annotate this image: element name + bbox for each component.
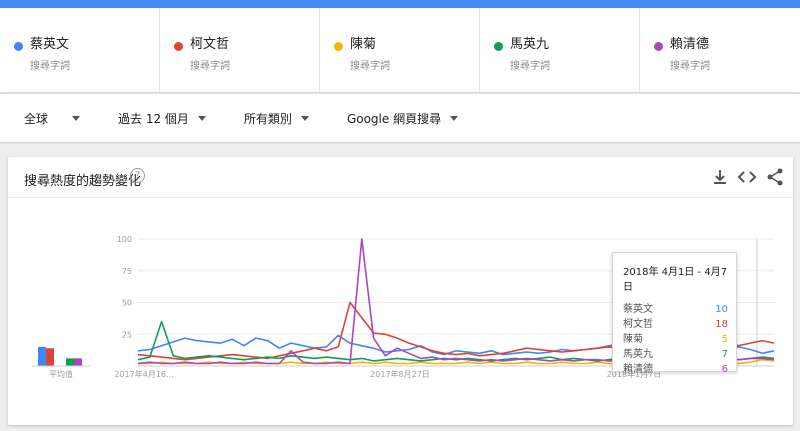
tooltip-term: 賴清德	[623, 364, 653, 375]
term-card-3[interactable]: 陳菊 搜尋字詞	[320, 8, 480, 92]
term-card-5[interactable]: 賴清德 搜尋字詞	[640, 8, 800, 92]
tooltip-term: 陳菊	[623, 334, 643, 345]
term-name: 賴清德	[670, 37, 710, 52]
average-bar	[66, 358, 74, 366]
x-tick-label: 2017年4月16...	[114, 369, 173, 379]
tooltip-value: 10	[715, 304, 728, 315]
time-range-dropdown[interactable]: 過去 12 個月	[118, 110, 206, 127]
chevron-down-icon	[72, 115, 81, 121]
interest-over-time-card: 搜尋熱度的趨勢變化 ? 平均值 2017年4月16... 2017年8月27日 20…	[8, 157, 793, 425]
term-color-dot	[654, 42, 663, 51]
region-dropdown[interactable]: 全球	[24, 110, 81, 127]
tooltip-term: 馬英九	[623, 349, 653, 360]
tooltip-value: 5	[721, 334, 728, 345]
tooltip-row: 柯文哲 18	[623, 317, 728, 332]
term-type: 搜尋字詞	[670, 61, 710, 72]
search-type-label: Google 網頁搜尋	[346, 111, 442, 126]
term-color-dot	[334, 42, 343, 51]
average-bar	[38, 346, 46, 366]
category-dropdown[interactable]: 所有類別	[244, 110, 309, 127]
search-type-dropdown[interactable]: Google 網頁搜尋	[346, 110, 459, 127]
download-icon[interactable]	[710, 167, 730, 187]
term-name: 陳菊	[350, 37, 377, 52]
average-bar	[46, 348, 54, 366]
search-terms-bar: 蔡英文 搜尋字詞 柯文哲 搜尋字詞 陳菊 搜尋字詞 馬英九 搜尋字詞 賴清德 搜…	[0, 8, 800, 92]
x-tick-label: 2017年8月27日	[370, 369, 430, 379]
y-tick-label: 75	[122, 267, 132, 276]
x-tick-label: 2018年1月7日	[607, 369, 662, 379]
tooltip-row: 蔡英文 10	[623, 302, 728, 317]
chart-tooltip: 2018年 4月1日 - 4月7日 蔡英文 10 柯文哲 18 陳菊 5 馬英九…	[612, 252, 737, 375]
term-type: 搜尋字詞	[350, 61, 390, 72]
tooltip-date: 2018年 4月1日 - 4月7日	[623, 267, 728, 293]
term-color-dot	[494, 42, 503, 51]
tooltip-value: 6	[721, 364, 728, 375]
term-color-dot	[174, 42, 183, 51]
category-label: 所有類別	[243, 111, 292, 126]
y-tick-label: 25	[122, 330, 132, 339]
term-card-2[interactable]: 柯文哲 搜尋字詞	[160, 8, 320, 92]
tooltip-term: 蔡英文	[623, 304, 653, 315]
card-title: 搜尋熱度的趨勢變化	[24, 174, 142, 189]
filters-bar: 全球 過去 12 個月 所有類別 Google 網頁搜尋	[0, 93, 800, 142]
share-icon[interactable]	[765, 167, 785, 187]
term-name: 馬英九	[510, 37, 550, 52]
term-name: 蔡英文	[30, 37, 70, 52]
term-card-4[interactable]: 馬英九 搜尋字詞	[480, 8, 640, 92]
term-type: 搜尋字詞	[190, 61, 230, 72]
term-card-1[interactable]: 蔡英文 搜尋字詞	[0, 8, 160, 92]
time-range-label: 過去 12 個月	[118, 111, 189, 126]
average-label: 平均值	[49, 369, 73, 379]
chevron-down-icon	[300, 115, 309, 121]
term-name: 柯文哲	[190, 37, 230, 52]
help-icon[interactable]: ?	[130, 168, 145, 183]
tooltip-row: 陳菊 5	[623, 332, 728, 347]
term-type: 搜尋字詞	[30, 61, 70, 72]
term-color-dot	[14, 42, 23, 51]
tooltip-term: 柯文哲	[623, 319, 653, 330]
y-tick-label: 50	[122, 299, 132, 308]
term-type: 搜尋字詞	[510, 61, 550, 72]
card-divider	[8, 197, 793, 198]
chevron-down-icon	[197, 115, 206, 121]
tooltip-row: 賴清德 6	[623, 362, 728, 377]
top-accent-bar	[0, 0, 800, 8]
tooltip-row: 馬英九 7	[623, 347, 728, 362]
embed-icon[interactable]	[737, 167, 757, 187]
chevron-down-icon	[450, 115, 459, 121]
region-label: 全球	[24, 111, 49, 126]
y-tick-label: 100	[117, 235, 132, 244]
tooltip-value: 7	[721, 349, 728, 360]
tooltip-value: 18	[715, 319, 728, 330]
average-bar	[74, 358, 82, 366]
